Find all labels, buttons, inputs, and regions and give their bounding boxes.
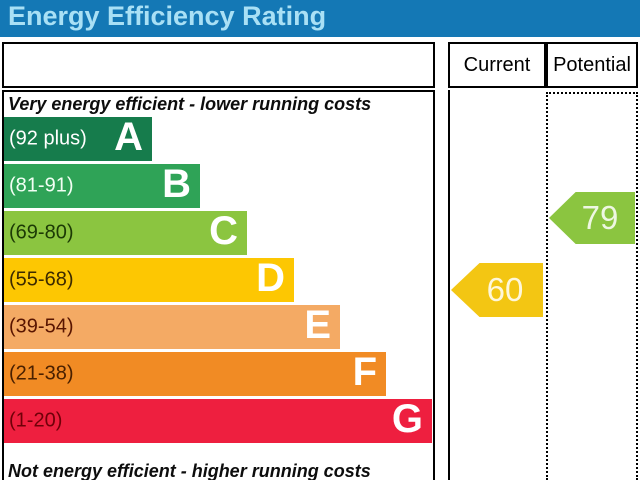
band-b: (81-91) B: [4, 164, 200, 208]
band-range-label: (69-80): [9, 221, 74, 244]
caption-very-efficient: Very energy efficient - lower running co…: [8, 94, 372, 114]
potential-column-header: Potential: [553, 53, 631, 76]
band-letter: F: [352, 350, 377, 395]
band-letter: A: [114, 115, 143, 160]
band-letter: C: [209, 209, 238, 254]
band-c: (69-80) C: [4, 211, 247, 255]
potential-column-body: [546, 92, 638, 480]
potential-rating-arrow: 79: [549, 192, 635, 244]
header-cell-potential: Potential: [546, 42, 638, 88]
potential-rating-value: 79: [581, 199, 619, 236]
band-range-label: (39-54): [9, 315, 74, 338]
title-bar: Energy Efficiency Rating: [0, 0, 640, 37]
band-range-label: (81-91): [9, 174, 74, 197]
band-letter: G: [391, 397, 423, 442]
band-letter: E: [304, 303, 331, 348]
band-range-label: (92 plus): [9, 127, 87, 150]
band-e: (39-54) E: [4, 305, 340, 349]
band-f: (21-38) F: [4, 352, 386, 396]
band-letter: D: [256, 256, 285, 301]
band-range-label: (55-68): [9, 268, 74, 291]
header-cell-current: Current: [448, 42, 546, 88]
band-letter: B: [162, 162, 191, 207]
header-cell-empty: [2, 42, 435, 88]
caption-not-efficient: Not energy efficient - higher running co…: [8, 461, 371, 480]
current-rating-value: 60: [486, 271, 524, 308]
band-d: (55-68) D: [4, 258, 294, 302]
current-column-header: Current: [463, 53, 531, 76]
band-g: (1-20) G: [4, 399, 432, 443]
band-a: (92 plus) A: [4, 117, 152, 161]
band-range-label: (21-38): [9, 362, 74, 385]
band-range-label: (1-20): [9, 409, 63, 432]
page-title: Energy Efficiency Rating: [8, 1, 327, 31]
